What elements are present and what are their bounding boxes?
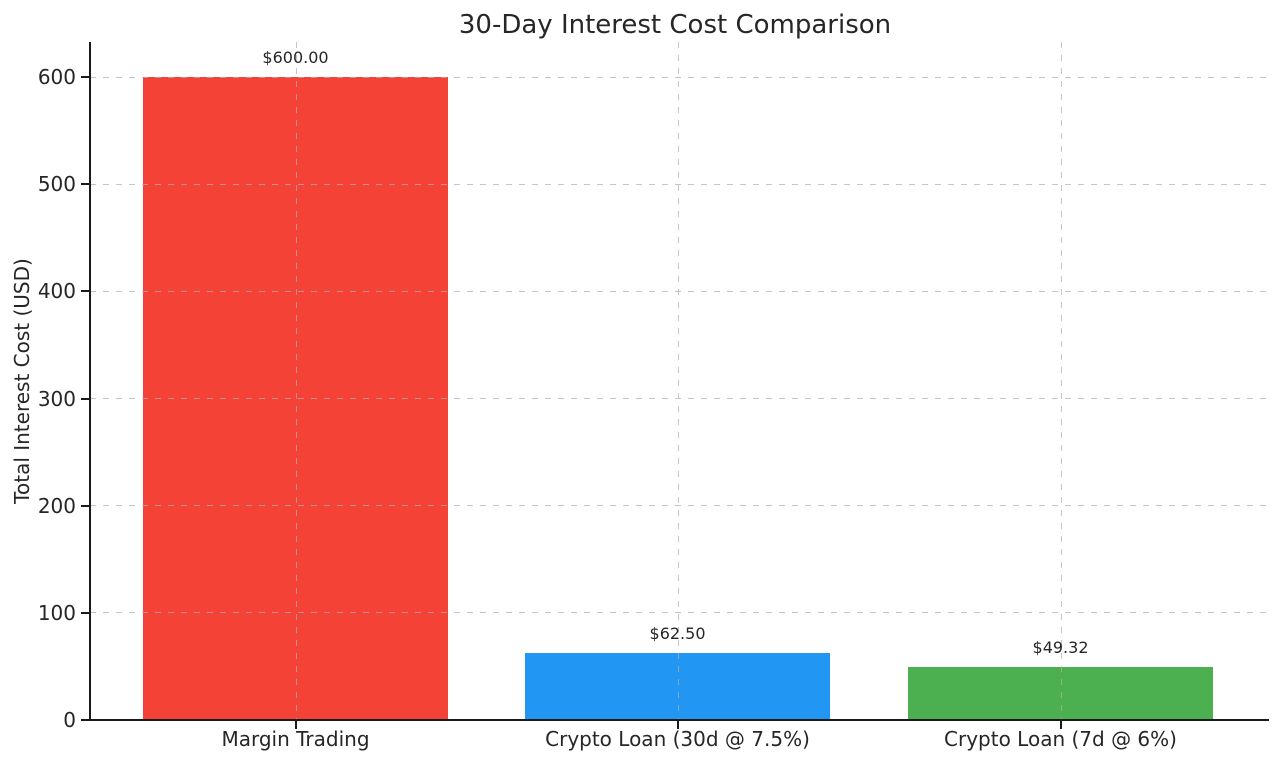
x-tick-mark [1059, 721, 1062, 729]
gridline-horizontal [90, 398, 1268, 399]
y-tick-mark [81, 76, 89, 78]
gridline-horizontal [90, 612, 1268, 614]
y-tick-label: 400 [37, 279, 76, 304]
x-axis-spine [89, 719, 1269, 721]
gridline-horizontal [90, 505, 1268, 507]
bar-value-label-crypto-loan-7d-6: $49.32 [1032, 638, 1089, 658]
gridline-vertical [295, 42, 297, 720]
y-tick-mark [81, 397, 89, 400]
x-tick-mark [294, 721, 297, 729]
y-tick-label: 600 [37, 65, 76, 89]
x-tick-label-crypto-loan-7d-6: Crypto Loan (7d @ 6%) [944, 727, 1177, 751]
gridline-horizontal [90, 290, 1268, 292]
gridline-vertical [677, 42, 679, 720]
y-axis-label: Total Interest Cost (USD) [10, 258, 34, 504]
x-tick-label-margin-trading: Margin Trading [221, 727, 370, 751]
gridline-vertical [1060, 42, 1062, 720]
y-tick-mark [81, 290, 89, 293]
y-tick-mark [81, 719, 89, 721]
x-tick-label-crypto-loan-30d-7-5: Crypto Loan (30d @ 7.5%) [545, 727, 810, 751]
gridline-horizontal [90, 76, 1268, 78]
chart-title: 30-Day Interest Cost Comparison [458, 10, 892, 40]
y-tick-label: 500 [37, 172, 76, 197]
y-tick-label: 300 [37, 386, 76, 411]
y-tick-label: 200 [37, 493, 76, 518]
y-tick-mark [81, 611, 89, 614]
bar-value-label-crypto-loan-30d-7-5: $62.50 [649, 624, 706, 644]
y-tick-mark [81, 183, 89, 186]
y-tick-label: 100 [37, 600, 76, 625]
y-axis-spine [89, 42, 91, 721]
gridline-horizontal [90, 183, 1268, 185]
bar-value-label-margin-trading: $600.00 [262, 48, 329, 67]
y-tick-mark [81, 504, 89, 507]
y-tick-label: 0 [63, 708, 76, 732]
x-tick-mark [676, 721, 679, 729]
